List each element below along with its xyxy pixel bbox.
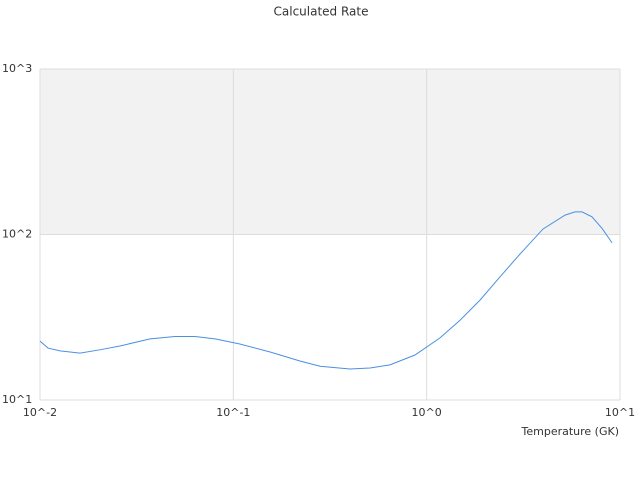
chart-title: Calculated Rate — [274, 5, 369, 19]
data-line — [39, 211, 613, 370]
y-tick-label: 10^3 — [2, 62, 32, 75]
x-tick-label: 10^-1 — [216, 406, 250, 419]
x-axis-label: Temperature (GK) — [521, 425, 620, 438]
x-tick-label: 10^-2 — [23, 406, 57, 419]
y-tick-label: 10^2 — [2, 228, 32, 241]
plot-band — [40, 69, 620, 235]
x-tick-label: 10^0 — [412, 406, 442, 419]
y-tick-label: 10^1 — [2, 393, 32, 406]
x-tick-label: 10^1 — [605, 406, 635, 419]
